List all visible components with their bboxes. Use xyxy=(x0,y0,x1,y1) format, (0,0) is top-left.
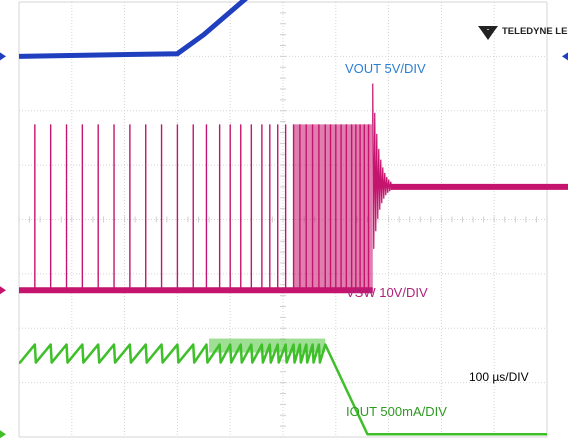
vsw-dense-switching xyxy=(293,124,373,291)
vsw-ringing xyxy=(372,83,393,249)
vout-label: VOUT 5V/DIV xyxy=(345,61,426,76)
channel-offset-marker xyxy=(0,286,6,295)
timebase-label: 100 µs/DIV xyxy=(469,370,529,384)
brand-text: TELEDYNE LECROY xyxy=(502,26,568,37)
traces xyxy=(18,0,568,436)
teledyne-lecroy-logo: TELEDYNE LECROY xyxy=(478,26,568,40)
iout-ripple-band xyxy=(209,338,326,353)
lecroy-logo-icon xyxy=(478,26,498,40)
trigger-level-marker xyxy=(562,52,568,61)
channel-offset-marker xyxy=(0,430,6,439)
iout-trace xyxy=(18,343,547,436)
channel-offset-marker xyxy=(0,52,6,61)
vsw-label: VSW 10V/DIV xyxy=(346,285,428,300)
vout-trace xyxy=(18,0,248,59)
channel-markers xyxy=(0,52,568,439)
iout-label: IOUT 500mA/DIV xyxy=(346,404,447,419)
graticule xyxy=(18,1,548,438)
